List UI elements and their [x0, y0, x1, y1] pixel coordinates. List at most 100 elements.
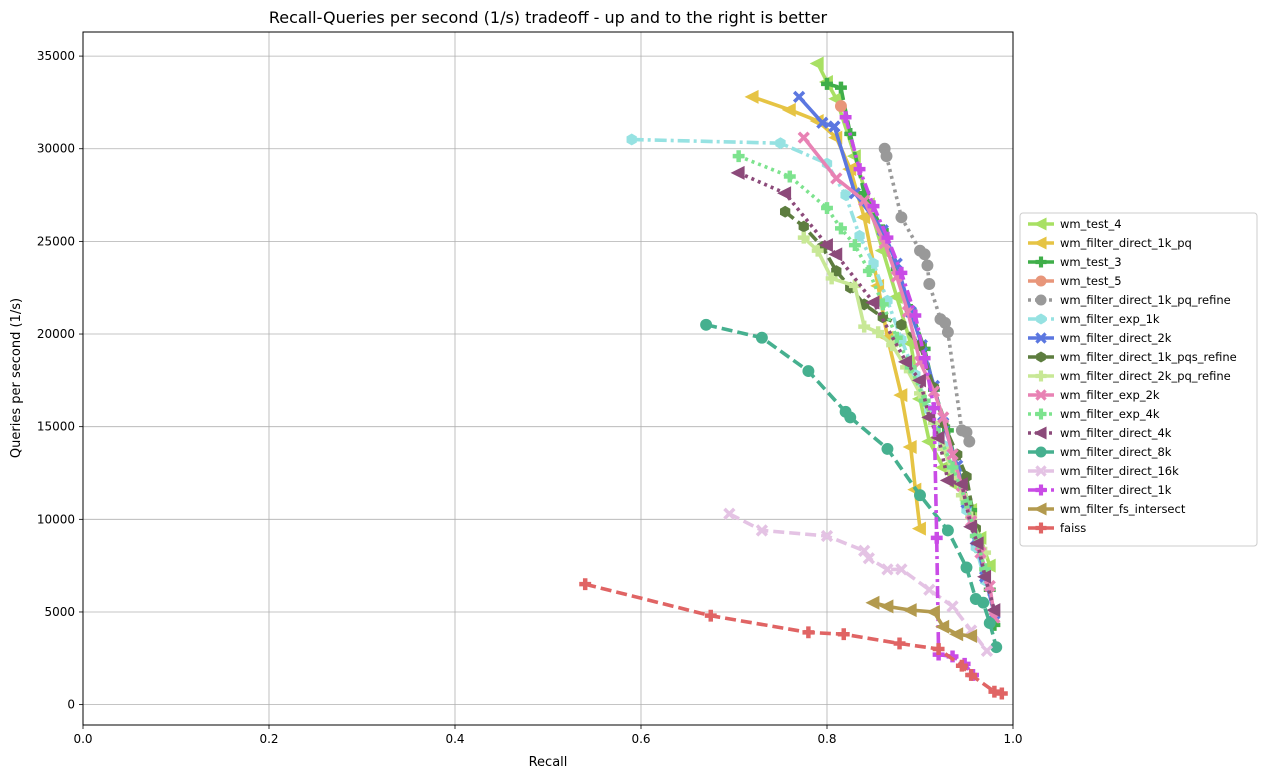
data-point [818, 238, 833, 253]
legend-item: wm_filter_direct_1k_pq [1028, 236, 1192, 250]
series-line [728, 512, 989, 653]
data-point [886, 339, 899, 352]
x-tick-label: 0.4 [445, 732, 464, 746]
y-tick-label: 15000 [37, 420, 75, 434]
data-point [896, 318, 907, 331]
data-point [858, 544, 871, 557]
data-point [880, 150, 893, 163]
data-point [988, 685, 1001, 698]
legend-marker [1036, 351, 1046, 363]
legend-marker [1035, 275, 1047, 287]
legend-label: wm_filter_direct_2k_pq_refine [1060, 369, 1231, 383]
data-point [935, 619, 950, 634]
legend-label: wm_filter_exp_1k [1060, 312, 1160, 326]
series-wm_filter_direct_8k [700, 318, 1003, 654]
data-point [990, 641, 1003, 654]
data-point [925, 604, 940, 619]
data-point [960, 561, 973, 574]
data-point [825, 272, 838, 285]
data-point [781, 102, 796, 117]
data-point [848, 279, 861, 292]
data-point [918, 248, 931, 261]
y-tick-label: 5000 [44, 605, 75, 619]
data-point [862, 265, 875, 277]
legend-marker [1035, 522, 1047, 534]
legend-marker [1033, 217, 1047, 231]
series-line [584, 582, 1003, 696]
legend-item: wm_filter_direct_1k_pq_refine [1028, 293, 1231, 307]
data-point [977, 569, 992, 584]
data-point [744, 89, 759, 104]
data-point [872, 326, 885, 339]
legend-marker [1035, 294, 1047, 306]
data-point [626, 133, 637, 146]
data-point [792, 90, 806, 103]
data-point [932, 643, 945, 655]
data-point [881, 442, 894, 455]
data-point [935, 460, 950, 475]
legend-marker [1035, 446, 1047, 458]
data-point [802, 365, 815, 378]
legend: wm_test_4 wm_filter_direct_1k_pq wm_test_3… [1019, 212, 1258, 547]
legend-marker [1033, 426, 1047, 440]
data-point [858, 194, 871, 207]
legend-label: wm_filter_direct_1k_pqs_refine [1060, 350, 1237, 364]
data-point [732, 150, 745, 163]
data-point [986, 603, 1001, 618]
data-point [963, 435, 976, 448]
data-point [865, 595, 880, 610]
data-point [902, 603, 917, 618]
data-point [941, 524, 954, 537]
legend-item: wm_test_4 [1028, 217, 1122, 231]
data-point [979, 563, 992, 576]
data-point [946, 461, 959, 474]
legend-label: wm_filter_fs_intersect [1060, 502, 1186, 516]
data-point [911, 521, 926, 536]
legend-marker [1035, 484, 1047, 496]
series-wm_filter_direct_4k [730, 165, 1001, 618]
data-point [828, 247, 843, 262]
legend-marker [1036, 313, 1046, 325]
data-point [755, 331, 768, 344]
x-tick-label: 0.2 [259, 732, 278, 746]
data-point [775, 137, 786, 150]
data-point [797, 131, 810, 144]
data-point [946, 448, 959, 461]
data-point [755, 524, 769, 537]
plot-frame [82, 31, 1014, 726]
legend-label: wm_filter_direct_1k [1060, 483, 1172, 497]
series-wm_filter_direct_1k_pq_refine [878, 142, 976, 448]
data-point [862, 552, 875, 565]
legend-item: wm_filter_direct_8k [1028, 445, 1172, 459]
legend-label: wm_filter_direct_16k [1060, 464, 1179, 478]
legend-item: wm_filter_direct_1k_pqs_refine [1028, 350, 1237, 364]
data-point [969, 530, 982, 542]
data-point [881, 563, 894, 576]
legend-label: wm_filter_direct_8k [1060, 445, 1172, 459]
data-point [980, 644, 994, 658]
legend-item: wm_test_3 [1028, 255, 1122, 269]
y-tick-label: 30000 [37, 142, 75, 156]
data-point [828, 120, 841, 133]
data-point [923, 278, 936, 290]
legend-label: wm_filter_direct_4k [1060, 426, 1172, 440]
legend-marker [1035, 465, 1047, 477]
series-wm_filter_fs_intersect [865, 595, 978, 644]
data-point [881, 231, 894, 244]
data-point [923, 583, 936, 596]
data-point [977, 596, 990, 609]
data-point [783, 170, 796, 183]
legend-marker [1035, 256, 1047, 268]
legend-label: wm_filter_direct_2k [1060, 331, 1172, 345]
data-point [798, 220, 809, 233]
legend-marker [1033, 236, 1047, 250]
data-point [928, 402, 940, 415]
data-point [856, 210, 871, 225]
data-point [969, 536, 984, 551]
legend-label: wm_test_4 [1060, 217, 1122, 231]
data-point [723, 507, 736, 520]
data-point [858, 187, 871, 200]
x-axis-label: Recall [529, 755, 568, 770]
data-point [890, 331, 903, 344]
x-tick-label: 1.0 [1003, 732, 1022, 746]
